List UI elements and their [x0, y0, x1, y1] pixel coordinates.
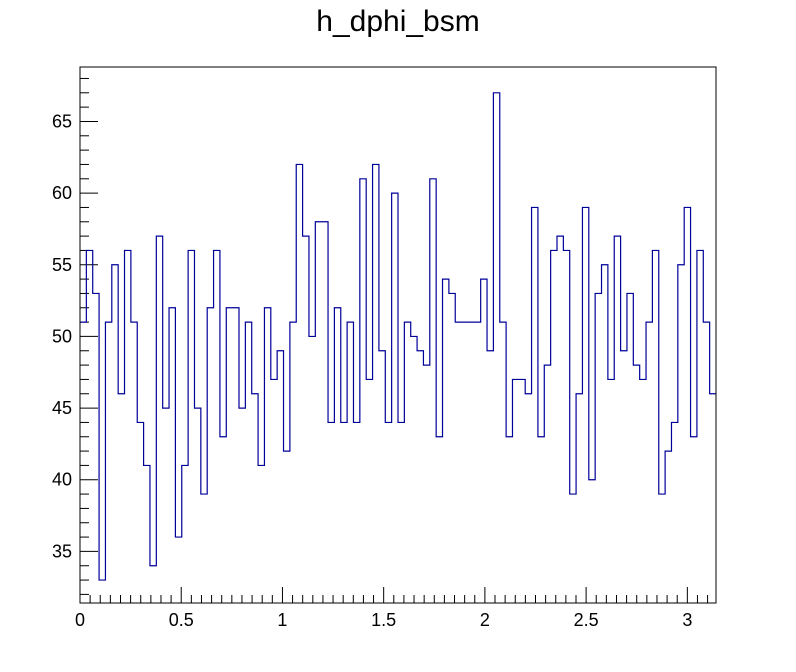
- y-tick-label: 65: [52, 111, 72, 131]
- axis-ticks: [79, 77, 709, 603]
- x-tick-label: 0.5: [169, 610, 194, 630]
- y-tick-label: 60: [52, 183, 72, 203]
- axis-tick-labels: 0 0.5 1 1.5 2 2.5 3 35 40 45 50 55 60 65: [52, 111, 692, 630]
- plot-frame: [79, 66, 717, 604]
- y-tick-label: 40: [52, 470, 72, 490]
- y-tick-label: 50: [52, 326, 72, 346]
- x-tick-label: 2.5: [574, 610, 599, 630]
- x-tick-label: 2: [480, 610, 490, 630]
- x-tick-label: 1: [277, 610, 287, 630]
- x-tick-label: 0: [75, 610, 85, 630]
- x-tick-label: 3: [682, 610, 692, 630]
- chart-title: h_dphi_bsm: [316, 5, 479, 38]
- histogram-series: [80, 92, 716, 581]
- x-tick-label: 1.5: [371, 610, 396, 630]
- y-tick-label: 55: [52, 255, 72, 275]
- y-tick-label: 35: [52, 541, 72, 561]
- histogram-line: [80, 92, 716, 581]
- y-tick-label: 45: [52, 398, 72, 418]
